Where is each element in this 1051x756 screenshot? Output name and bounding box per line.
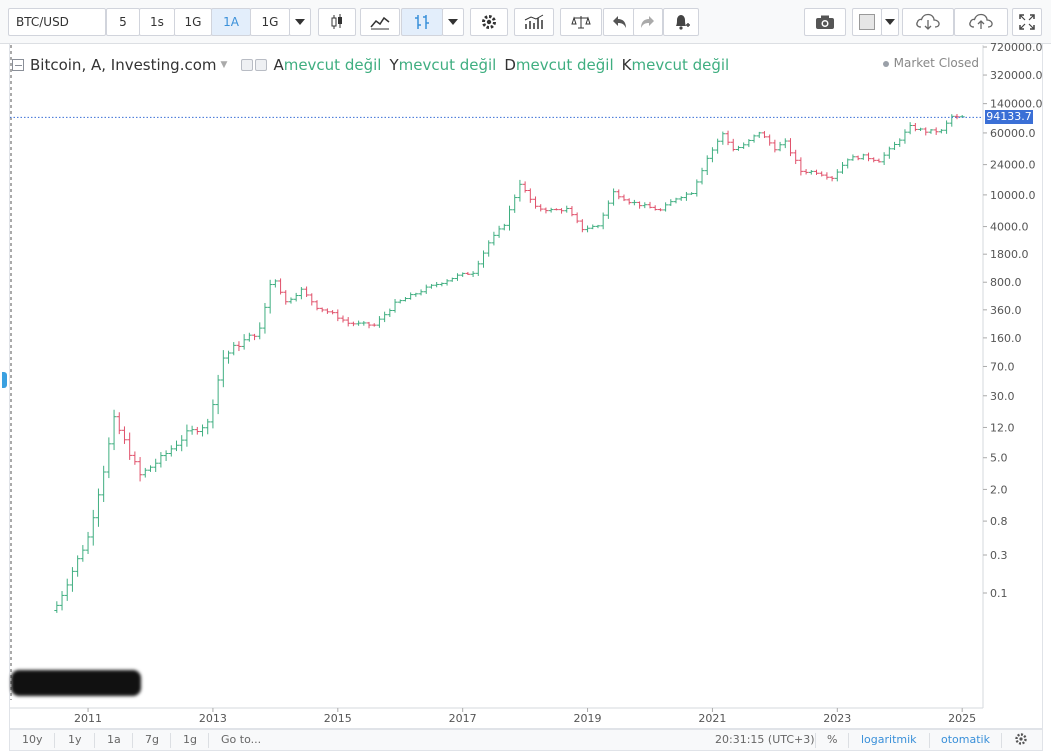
redacted-watermark xyxy=(11,670,141,696)
y-tick-label: 5.0 xyxy=(990,452,1008,465)
y-tick-label: 0.1 xyxy=(990,587,1008,600)
y-tick-label: 12.0 xyxy=(990,421,1015,434)
redo-icon xyxy=(641,16,654,28)
visibility-icon[interactable] xyxy=(241,59,254,71)
y-tick-label: 30.0 xyxy=(990,390,1015,403)
indicators-icon xyxy=(524,14,544,29)
y-tick-label: 4000.0 xyxy=(990,221,1029,234)
percent-scale-button[interactable]: % xyxy=(827,733,838,746)
x-tick-label: 2019 xyxy=(574,712,602,725)
interval-1a-button[interactable]: 1A xyxy=(211,8,251,36)
y-tick-label: 800.0 xyxy=(990,276,1022,289)
y-tick-label: 160.0 xyxy=(990,332,1022,345)
range-7g-button[interactable]: 7g xyxy=(145,733,159,746)
y-tick-label: 0.8 xyxy=(990,515,1008,528)
auto-scale-button[interactable]: otomatik xyxy=(941,733,990,746)
y-tick-label: 70.0 xyxy=(990,360,1015,373)
panel-handle[interactable] xyxy=(2,372,7,388)
candles-icon xyxy=(331,14,342,29)
compare-button[interactable] xyxy=(560,8,602,36)
compare-icon xyxy=(571,16,591,29)
gear-icon xyxy=(482,15,496,29)
indicators-button[interactable] xyxy=(514,8,554,36)
market-status-text: Market Closed xyxy=(893,56,979,70)
area-chart-button[interactable] xyxy=(360,8,400,36)
y-tick-label: 2.0 xyxy=(990,483,1008,496)
camera-icon xyxy=(816,15,834,29)
area-chart-icon xyxy=(370,16,390,30)
x-tick-label: 2025 xyxy=(948,712,976,725)
candles-button[interactable] xyxy=(318,8,356,36)
interval-dropdown-button[interactable] xyxy=(289,8,311,36)
undo-button[interactable] xyxy=(603,8,635,36)
y-tick-label: 140000.0 xyxy=(990,98,1043,111)
range-1a-button[interactable]: 1a xyxy=(107,733,121,746)
settings-button[interactable] xyxy=(470,8,508,36)
interval-1g-alt-button[interactable]: 1G xyxy=(250,8,290,36)
clock: 20:31:15 (UTC+3) xyxy=(715,733,815,746)
high-label: Y xyxy=(389,56,399,74)
range-1g-button[interactable]: 1g xyxy=(183,733,197,746)
fullscreen-icon xyxy=(1019,14,1035,30)
load-layout-button[interactable] xyxy=(902,8,954,36)
legend-title: Bitcoin, A, Investing.com xyxy=(30,56,217,74)
alert-button[interactable] xyxy=(663,8,699,36)
goto-date-button[interactable]: Go to... xyxy=(221,733,262,746)
status-dot-icon xyxy=(882,60,889,67)
cloud-upload-icon xyxy=(969,13,993,29)
chevron-down-icon xyxy=(295,19,305,25)
low-value: mevcut değil xyxy=(515,56,614,74)
save-layout-button[interactable] xyxy=(954,8,1008,36)
x-tick-label: 2015 xyxy=(324,712,352,725)
chart-type-dropdown-button[interactable] xyxy=(442,8,464,36)
high-value: mevcut değil xyxy=(398,56,497,74)
y-tick-label: 0.3 xyxy=(990,549,1008,562)
redo-button[interactable] xyxy=(633,8,663,36)
range-10y-button[interactable]: 10y xyxy=(22,733,43,746)
bars-icon xyxy=(415,15,429,29)
y-tick-label: 360.0 xyxy=(990,304,1022,317)
current-price-tag: 94133.7 xyxy=(985,110,1033,125)
open-value: mevcut değil xyxy=(283,56,382,74)
x-tick-label: 2013 xyxy=(199,712,227,725)
y-tick-label: 720000.0 xyxy=(990,41,1043,54)
cloud-download-icon xyxy=(916,13,940,30)
y-tick-label: 10000.0 xyxy=(990,189,1036,202)
close-value: mevcut değil xyxy=(631,56,730,74)
chevron-down-icon xyxy=(885,19,895,25)
x-tick-label: 2023 xyxy=(823,712,851,725)
range-1y-button[interactable]: 1y xyxy=(68,733,82,746)
x-tick-label: 2017 xyxy=(449,712,477,725)
y-tick-label: 320000.0 xyxy=(990,69,1043,82)
chevron-down-icon xyxy=(448,19,458,25)
alert-bell-icon xyxy=(676,15,690,30)
y-tick-label: 1800.0 xyxy=(990,248,1029,261)
legend-settings-icon[interactable] xyxy=(255,59,268,71)
color-dropdown-button[interactable] xyxy=(881,8,899,36)
symbol-input[interactable]: BTC/USD xyxy=(8,8,106,36)
screenshot-button[interactable] xyxy=(804,8,846,36)
interval-1g-button[interactable]: 1G xyxy=(174,8,212,36)
chart-settings-button[interactable] xyxy=(1014,732,1028,749)
close-label: K xyxy=(621,56,632,74)
top-toolbar: BTC/USD 5 1s 1G 1A 1G xyxy=(0,0,1051,44)
y-tick-label: 60000.0 xyxy=(990,127,1036,140)
gear-icon xyxy=(1015,733,1027,745)
log-scale-button[interactable]: logaritmik xyxy=(861,733,917,746)
undo-icon xyxy=(613,16,626,28)
legend-dropdown-icon[interactable]: ▼ xyxy=(220,60,228,70)
bottom-bar: 10y 1y 1a 7g 1g Go to... 20:31:15 (UTC+3… xyxy=(9,729,1043,751)
open-label: A xyxy=(273,56,284,74)
low-label: D xyxy=(504,56,516,74)
x-tick-label: 2011 xyxy=(74,712,102,725)
collapse-legend-icon[interactable] xyxy=(12,59,24,71)
color-square-icon xyxy=(859,14,875,30)
chart-area[interactable] xyxy=(9,44,1043,729)
y-tick-label: 24000.0 xyxy=(990,159,1036,172)
x-tick-label: 2021 xyxy=(698,712,726,725)
market-status: Market Closed xyxy=(882,56,979,70)
fullscreen-button[interactable] xyxy=(1012,8,1042,36)
